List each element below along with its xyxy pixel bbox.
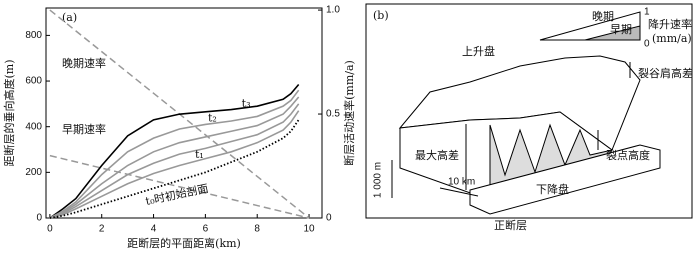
curve-label: t₂ (208, 112, 217, 125)
diagram-label: 最大高差 (415, 148, 459, 162)
rate-label: 晚期速率 (62, 56, 106, 70)
diagram-label: 0 (644, 39, 650, 50)
x-tick-label: 8 (254, 224, 260, 235)
diagram-label: 裂点高度 (606, 148, 650, 162)
diagram-label: 裂谷肩高差 (638, 66, 693, 80)
diagram-label: 1 (644, 7, 650, 18)
downthrown-block (469, 144, 661, 215)
diagram-label: (mm/a) (652, 32, 692, 45)
plot-frame (45, 7, 323, 219)
profile-line (49, 83, 300, 219)
y2-tick-label: 0 (326, 213, 332, 224)
x-tick-label: 4 (151, 224, 157, 235)
y-tick-label: 400 (25, 121, 42, 132)
x-tick-label: 2 (99, 224, 105, 235)
x-tick-label: 10 (303, 224, 315, 235)
rate-label: 早期速率 (62, 122, 106, 136)
y-axis-label: 距断层的垂向高度(m) (2, 59, 16, 166)
profile-line (49, 103, 300, 219)
y-tick-label: 200 (25, 167, 42, 178)
rate-wedge-early (584, 25, 641, 41)
scale-bar-horizontal (439, 187, 479, 197)
y2-tick-label: 0.5 (326, 109, 340, 120)
diagram-label: 早期 (610, 23, 632, 36)
panel-label: (b) (373, 9, 389, 22)
diagram-label: 10 km (448, 177, 475, 188)
diagram-label: 晚期 (592, 10, 614, 23)
panel-frame (365, 3, 693, 219)
curve-label: t₀时初始剖面 (144, 181, 209, 208)
curve-label: t₃ (242, 97, 251, 110)
y2-axis-label: 断层活动速率(mm/a) (342, 60, 356, 166)
profile-line (49, 96, 300, 219)
rate-line (49, 154, 310, 219)
y-tick-label: 0 (36, 213, 42, 224)
curve-label: t₁ (195, 148, 204, 161)
y-tick-label: 800 (25, 30, 42, 41)
diagram-label: 上升盘 (462, 44, 495, 58)
y-tick-label: 600 (25, 76, 42, 87)
x-axis-label: 距断层的平面距离(km) (127, 236, 241, 250)
diagram-label: 下降盘 (536, 182, 569, 196)
block-diagram: 晚期 早期 1 0 降升速率 (mm/a) 上升盘 裂谷肩高差 裂点高度 最大高… (365, 3, 693, 232)
profile-line (49, 110, 300, 219)
panel-label: (a) (62, 11, 77, 24)
diagram-label: 降升速率 (648, 17, 692, 31)
x-tick-label: 6 (203, 224, 209, 235)
y2-tick-label: 1.0 (326, 5, 340, 16)
x-tick-label: 0 (47, 224, 53, 235)
diagram-label: 1 000 m (373, 162, 384, 198)
diagram-label: 正断层 (494, 218, 527, 232)
profile-line (49, 89, 300, 219)
